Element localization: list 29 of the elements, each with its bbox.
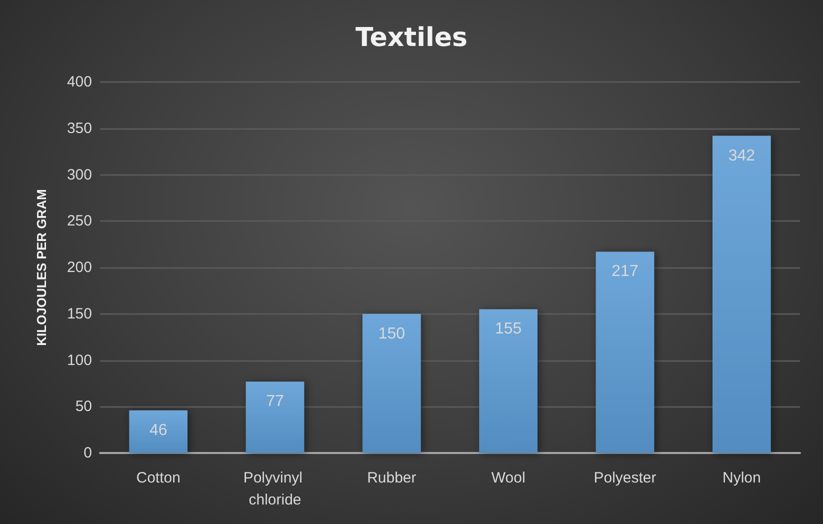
- y-tick-label: 350: [66, 120, 92, 137]
- bar: [362, 314, 421, 453]
- x-tick-label: Rubber: [367, 470, 416, 486]
- y-tick-label: 0: [84, 444, 92, 462]
- y-tick-label: 400: [66, 74, 92, 90]
- bar: [246, 382, 304, 453]
- y-tick-label: 150: [66, 305, 92, 322]
- x-tick-label: Cotton: [136, 470, 180, 486]
- bar: [712, 136, 771, 453]
- chart-title: Textiles: [355, 23, 468, 53]
- bar: [479, 309, 538, 453]
- data-label: 46: [149, 422, 168, 439]
- data-label: 150: [378, 325, 406, 342]
- x-tick-label: Nylon: [722, 470, 761, 486]
- x-tick-label: Polyvinyl chloride: [243, 470, 307, 508]
- y-tick-label: 300: [66, 166, 92, 184]
- data-label: 342: [728, 147, 756, 164]
- x-tick-label: Polyester: [594, 470, 656, 486]
- bar: [129, 410, 188, 453]
- y-tick-label: 200: [66, 259, 92, 276]
- y-tick-label: 250: [66, 212, 92, 230]
- y-tick-label: 50: [75, 398, 92, 416]
- data-label: 77: [266, 393, 284, 410]
- data-label: 155: [494, 320, 522, 338]
- x-tick-label: Wool: [491, 470, 526, 486]
- data-label: 217: [612, 263, 638, 280]
- y-tick-label: 100: [66, 352, 92, 369]
- y-axis-title: KILOJOULES PER GRAM: [34, 189, 49, 346]
- bar: [596, 252, 654, 453]
